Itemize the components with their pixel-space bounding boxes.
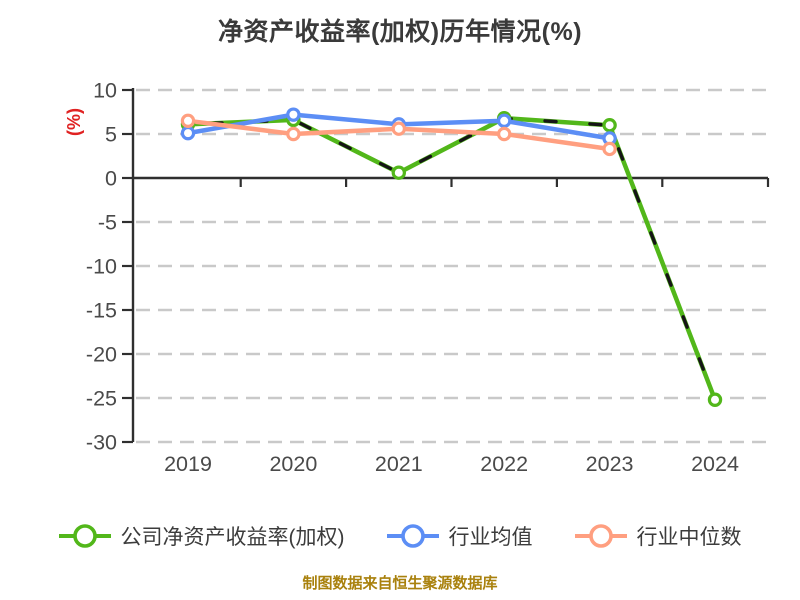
y-axis: 10 5 0 -5 -10 -15 -20 -25 -30 — [86, 79, 135, 455]
data-point-marker — [497, 113, 512, 129]
data-source-caption: 制图数据来自恒生聚源数据库 — [302, 575, 498, 592]
data-point-marker — [180, 125, 196, 141]
legend-swatch-line-circle-icon — [58, 524, 111, 548]
x-tick-label: 2022 — [480, 452, 528, 476]
data-point-marker — [286, 126, 301, 142]
data-point-marker — [707, 392, 723, 407]
legend-label: 行业中位数 — [636, 526, 742, 549]
data-point-marker — [391, 121, 406, 136]
y-tick-label: -30 — [86, 431, 117, 455]
legend-swatch-line-circle-icon — [574, 524, 627, 548]
y-tick-label: -20 — [86, 343, 117, 367]
y-tick-label: -5 — [98, 211, 117, 235]
x-tick-label: 2024 — [691, 452, 739, 476]
legend-item-industry-median[interactable]: 行业中位数 — [574, 520, 742, 552]
y-tick-label: 5 — [105, 123, 117, 147]
y-tick-label: 10 — [93, 79, 117, 103]
series-polyline — [185, 115, 718, 403]
y-tick-label: -10 — [86, 255, 117, 279]
data-point-marker — [180, 113, 196, 129]
x-tick-label: 2021 — [375, 452, 423, 476]
y-tick-label: -15 — [86, 299, 117, 323]
gridlines — [136, 88, 768, 444]
series-line-0 — [185, 115, 718, 403]
series-markers-2 — [180, 113, 617, 157]
legend-item-industry-mean[interactable]: 行业均值 — [386, 520, 533, 552]
legend-label: 行业均值 — [448, 526, 533, 549]
x-tick-label: 2019 — [164, 452, 212, 476]
legend-label: 公司净资产收益率(加权) — [120, 526, 345, 549]
data-point-marker — [497, 126, 512, 142]
data-point-marker — [602, 141, 617, 157]
data-point-marker — [391, 165, 406, 180]
y-tick-label: 0 — [105, 167, 117, 191]
legend-item-company-roe[interactable]: 公司净资产收益率(加权) — [58, 520, 345, 552]
x-axis-labels: 2019 2020 2021 2022 2023 2024 — [164, 452, 739, 476]
data-point-marker — [602, 117, 617, 133]
x-axis-zero-line — [133, 176, 770, 187]
y-tick-label: -25 — [86, 387, 117, 411]
legend-swatch-line-circle-icon — [386, 524, 439, 548]
x-tick-label: 2020 — [269, 452, 317, 476]
series-markers-0 — [180, 110, 723, 407]
legend: 公司净资产收益率(加权) 行业均值 行业中位数 — [0, 514, 800, 558]
chart-title: 净资产收益率(加权)历年情况(%) — [217, 18, 583, 46]
series-dash-overlay — [186, 116, 717, 402]
x-tick-label: 2023 — [586, 452, 634, 476]
data-point-marker — [286, 107, 301, 122]
